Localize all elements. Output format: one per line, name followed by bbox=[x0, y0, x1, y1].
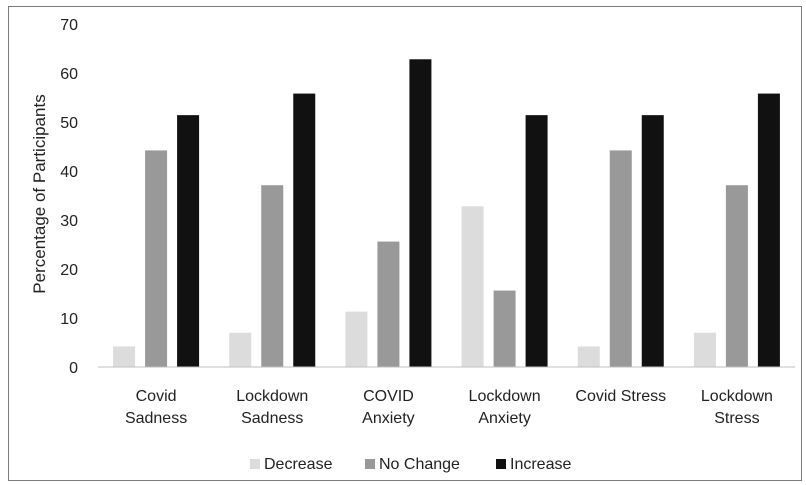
bar-decrease bbox=[345, 312, 367, 367]
bar-increase bbox=[409, 59, 431, 367]
bar-decrease bbox=[462, 206, 484, 367]
bar-increase bbox=[526, 115, 548, 367]
bar-decrease bbox=[578, 346, 600, 367]
bar-increase bbox=[293, 94, 315, 367]
bar-no-change bbox=[726, 185, 748, 367]
category-label: Lockdown Stress bbox=[701, 388, 773, 427]
bar-no-change bbox=[261, 185, 283, 367]
bar-increase bbox=[758, 94, 780, 367]
bars bbox=[113, 59, 780, 367]
legend-label: Decrease bbox=[264, 456, 333, 473]
y-tick-label: 20 bbox=[60, 262, 78, 279]
y-axis-ticks: 0 10 20 30 40 50 60 70 bbox=[60, 17, 78, 377]
category-label: Lockdown Sadness bbox=[236, 388, 308, 427]
bar-decrease bbox=[229, 333, 251, 367]
bar-no-change bbox=[610, 150, 632, 367]
bar-decrease bbox=[113, 346, 135, 367]
category-labels: Covid Sadness Lockdown Sadness COVID Anxiety L… bbox=[125, 388, 773, 427]
legend-swatch bbox=[365, 459, 375, 469]
bar-increase bbox=[642, 115, 664, 367]
category-label: Lockdown Anxiety bbox=[469, 388, 541, 427]
y-tick-label: 40 bbox=[60, 164, 78, 181]
category-label: COVID Anxiety bbox=[362, 388, 414, 427]
legend-swatch bbox=[496, 459, 506, 469]
legend-swatch bbox=[250, 459, 260, 469]
y-axis-label: Percentage of Participants bbox=[30, 94, 49, 293]
y-tick-label: 60 bbox=[60, 66, 78, 83]
bar-no-change bbox=[494, 291, 516, 367]
y-tick-label: 70 bbox=[60, 17, 78, 34]
y-tick-label: 50 bbox=[60, 115, 78, 132]
bar-decrease bbox=[694, 333, 716, 367]
legend-label: Increase bbox=[510, 456, 571, 473]
legend-label: No Change bbox=[379, 456, 460, 473]
bar-no-change bbox=[377, 242, 399, 367]
category-label: Covid Stress bbox=[575, 388, 666, 405]
bar-increase bbox=[177, 115, 199, 367]
y-tick-label: 10 bbox=[60, 311, 78, 328]
y-tick-label: 0 bbox=[69, 360, 78, 377]
category-label: Covid Sadness bbox=[125, 388, 187, 427]
legend: Decrease No Change Increase bbox=[250, 456, 571, 473]
bar-no-change bbox=[145, 150, 167, 367]
y-tick-label: 30 bbox=[60, 213, 78, 230]
